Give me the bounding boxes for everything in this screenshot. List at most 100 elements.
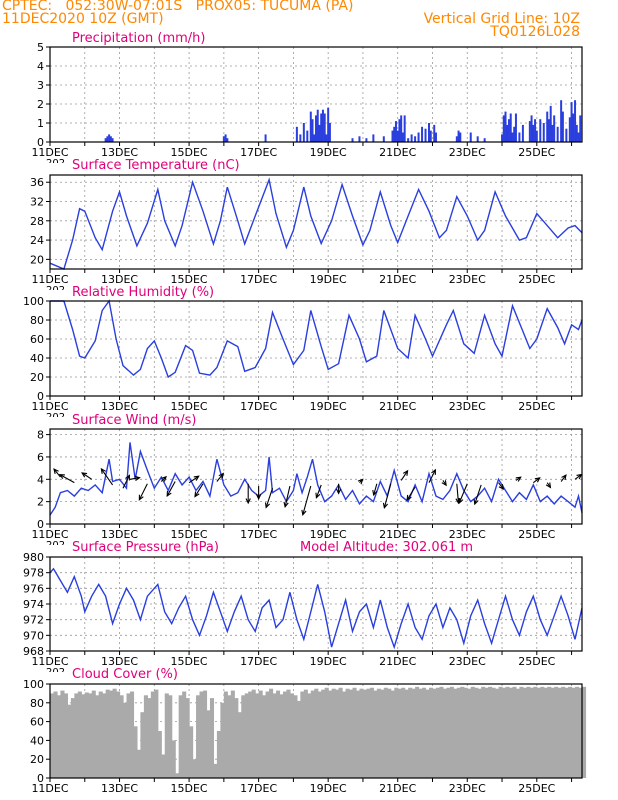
precip-bar	[513, 126, 516, 142]
press-ytick-label: 976	[23, 582, 44, 595]
cloud-column	[164, 693, 169, 778]
cloud-column	[168, 695, 173, 778]
wind-arrow-head	[561, 474, 567, 481]
cloud-column	[133, 726, 138, 778]
rh-xtick-label: 19DEC	[310, 400, 347, 413]
wind-arrow-head	[458, 497, 464, 505]
precip-bar	[549, 105, 552, 142]
precip-bar	[575, 124, 578, 142]
wind-arrow-head	[403, 469, 409, 476]
rh-xtick-label: 21DEC	[379, 400, 416, 413]
press-xtick-label: 19DEC	[310, 655, 347, 668]
wind-arrow	[194, 483, 204, 497]
precip-year-label: 202	[46, 158, 65, 169]
cloud-column	[56, 695, 62, 778]
precip-bar	[320, 113, 323, 142]
precip-bar	[398, 119, 401, 142]
cloud-column	[522, 687, 527, 778]
cloud-column	[272, 693, 277, 778]
cloud-column	[310, 690, 315, 778]
cloud-column	[279, 694, 284, 778]
precip-bar	[421, 126, 424, 142]
cloud-column	[575, 686, 580, 778]
cloud-ytick-label: 20	[30, 753, 44, 766]
cloud-ytick-label: 100	[23, 678, 44, 691]
press-frame	[49, 556, 583, 652]
precip-bar	[424, 128, 427, 142]
cloud-column	[230, 690, 235, 778]
cloud-column	[303, 689, 308, 778]
cloud-column	[258, 690, 263, 778]
cloud-column	[98, 691, 103, 778]
precip-ytick-label: 4	[37, 60, 44, 73]
cloud-xtick-label: 11DEC	[31, 782, 68, 795]
cloud-column	[147, 698, 152, 778]
press-ytick-label: 970	[23, 629, 44, 642]
cloud-column	[317, 691, 322, 778]
cloud-column	[81, 694, 86, 778]
wind-arrow-head	[264, 502, 271, 509]
cloud-column	[376, 688, 381, 778]
press-ytick-label: 974	[23, 598, 44, 611]
wind-arrow	[428, 469, 436, 483]
press-annotation: Model Altitude: 302.061 m	[300, 540, 473, 555]
press-ytick-label: 972	[23, 614, 44, 627]
temp-xtick-label: 17DEC	[240, 273, 277, 286]
cloud-column	[432, 688, 437, 778]
precip-bar	[429, 130, 432, 142]
cloud-column	[116, 691, 121, 778]
precip-bar	[311, 119, 314, 142]
cloud-column	[161, 754, 166, 778]
cloud-column	[189, 726, 194, 778]
cloud-column	[519, 686, 524, 778]
precip-bar	[504, 111, 507, 142]
cloud-column	[220, 702, 225, 778]
cloud-column	[387, 688, 392, 778]
precip-xtick-label: 15DEC	[171, 146, 208, 159]
precip-ytick-label: 0	[37, 136, 44, 149]
precip-bar	[316, 109, 319, 142]
wind-ytick-label: 2	[37, 496, 44, 509]
wind-arrow-head	[166, 490, 172, 498]
cloud-ytick-label: 80	[30, 697, 44, 710]
wind-arrow	[81, 472, 93, 480]
wind-ytick-label: 8	[37, 429, 44, 442]
precip-bar	[104, 138, 107, 142]
cloud-column	[136, 749, 142, 778]
cloud-column	[91, 690, 96, 778]
wind-frame	[49, 428, 583, 525]
cloud-column	[429, 687, 434, 778]
cloud-column	[53, 691, 58, 778]
precip-bar	[111, 138, 114, 142]
cloud-column	[67, 704, 72, 778]
wind-arrow	[383, 483, 392, 508]
precip-bar	[572, 113, 575, 142]
press-ytick-label: 968	[23, 645, 44, 658]
cloud-column	[269, 688, 274, 778]
precip-bar	[226, 138, 229, 142]
precip-bar	[328, 123, 331, 142]
cloud-column	[498, 686, 503, 778]
cloud-column	[140, 712, 145, 778]
cloud-column	[265, 691, 270, 778]
temp-ytick-label: 32	[30, 196, 44, 209]
wind-xtick-label: 17DEC	[240, 528, 277, 541]
cloud-xtick-label: 25DEC	[518, 782, 555, 795]
wind-arrow	[532, 477, 541, 484]
precip-bar	[401, 132, 404, 142]
cloud-column	[456, 687, 461, 778]
temp-ytick-label: 28	[30, 215, 44, 228]
cloud-title: Cloud Cover (%)	[72, 667, 178, 682]
temp-year-label: 202	[46, 285, 65, 296]
cloud-column	[508, 687, 514, 778]
cloud-column	[77, 691, 82, 778]
wind-arrow-head	[100, 467, 107, 474]
cloud-column	[484, 687, 489, 778]
wind-arrow	[166, 481, 176, 497]
precip-bar	[535, 130, 538, 142]
cloud-column	[536, 687, 541, 778]
cloud-column	[481, 686, 486, 778]
cloud-column	[383, 687, 388, 778]
precip-bar	[323, 113, 326, 142]
press-ytick-label: 980	[23, 551, 44, 564]
